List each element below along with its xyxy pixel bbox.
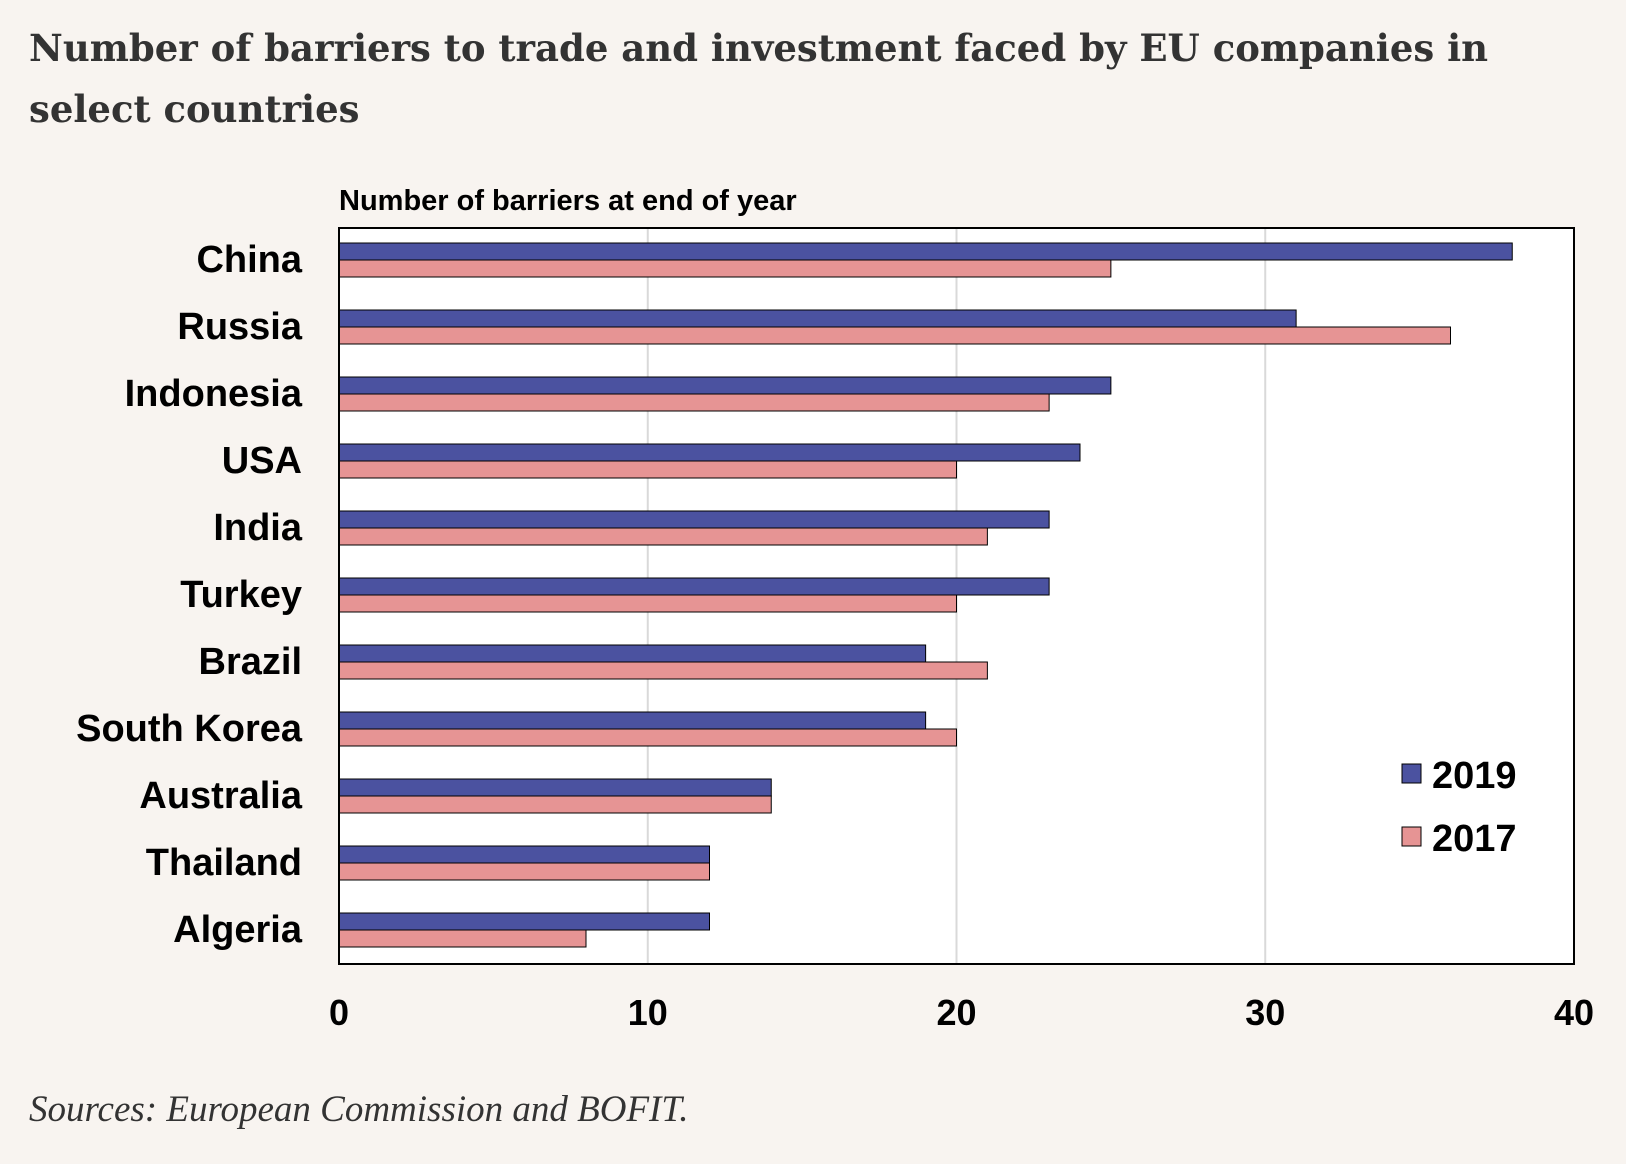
bar-turkey-2017: [338, 594, 957, 613]
category-label-china: China: [196, 239, 302, 281]
bar-indonesia-2017: [338, 393, 1050, 412]
category-label-south-korea: South Korea: [76, 708, 303, 750]
bar-brazil-2017: [338, 661, 988, 680]
bar-india-2017: [338, 527, 988, 546]
bar-south-korea-2017: [338, 728, 957, 747]
bar-india-2019: [338, 510, 1050, 529]
category-labels: China Russia Indonesia USA India Turkey Brazil…: [76, 239, 303, 951]
bar-algeria-2019: [338, 912, 710, 931]
category-label-australia: Australia: [139, 775, 302, 817]
bar-usa-2017: [338, 460, 957, 479]
bar-turkey-2019: [338, 577, 1050, 596]
bar-thailand-2019: [338, 845, 710, 864]
category-label-brazil: Brazil: [199, 641, 302, 683]
chart-subtitle: Number of barriers at end of year: [339, 185, 797, 217]
bar-thailand-2017: [338, 862, 710, 881]
bar-china-2019: [338, 242, 1513, 261]
x-tick-label-40: 40: [1554, 992, 1594, 1033]
category-label-algeria: Algeria: [173, 909, 303, 951]
bar-russia-2019: [338, 309, 1297, 328]
category-label-thailand: Thailand: [146, 842, 302, 884]
category-label-turkey: Turkey: [180, 574, 302, 616]
category-label-indonesia: Indonesia: [125, 373, 303, 415]
bar-brazil-2019: [338, 644, 927, 663]
legend-swatch-2017: [1401, 826, 1422, 847]
bar-algeria-2017: [338, 929, 587, 948]
bar-australia-2017: [338, 795, 772, 814]
legend-label-2019: 2019: [1432, 755, 1517, 797]
x-tick-label-30: 30: [1245, 992, 1285, 1033]
bar-indonesia-2019: [338, 376, 1112, 395]
x-axis-tick-labels: 0 10 20 30 40: [329, 992, 1594, 1033]
legend-swatch-2019: [1401, 763, 1422, 784]
plot-frame: [338, 227, 1575, 965]
x-tick-label-0: 0: [329, 992, 349, 1033]
source-note: Sources: European Commission and BOFIT.: [29, 1089, 689, 1130]
bar-china-2017: [338, 259, 1112, 278]
category-label-usa: USA: [222, 440, 302, 482]
page-title: Number of barriers to trade and investme…: [29, 26, 1489, 131]
bar-russia-2017: [338, 326, 1451, 345]
category-label-russia: Russia: [177, 306, 302, 348]
x-tick-label-20: 20: [936, 992, 976, 1033]
bar-usa-2019: [338, 443, 1081, 462]
category-label-india: India: [213, 507, 303, 549]
legend-label-2017: 2017: [1432, 818, 1517, 860]
bar-australia-2019: [338, 778, 772, 797]
legend: 2019 2017: [1401, 755, 1517, 860]
x-tick-label-10: 10: [628, 992, 668, 1033]
bar-south-korea-2019: [338, 711, 927, 730]
